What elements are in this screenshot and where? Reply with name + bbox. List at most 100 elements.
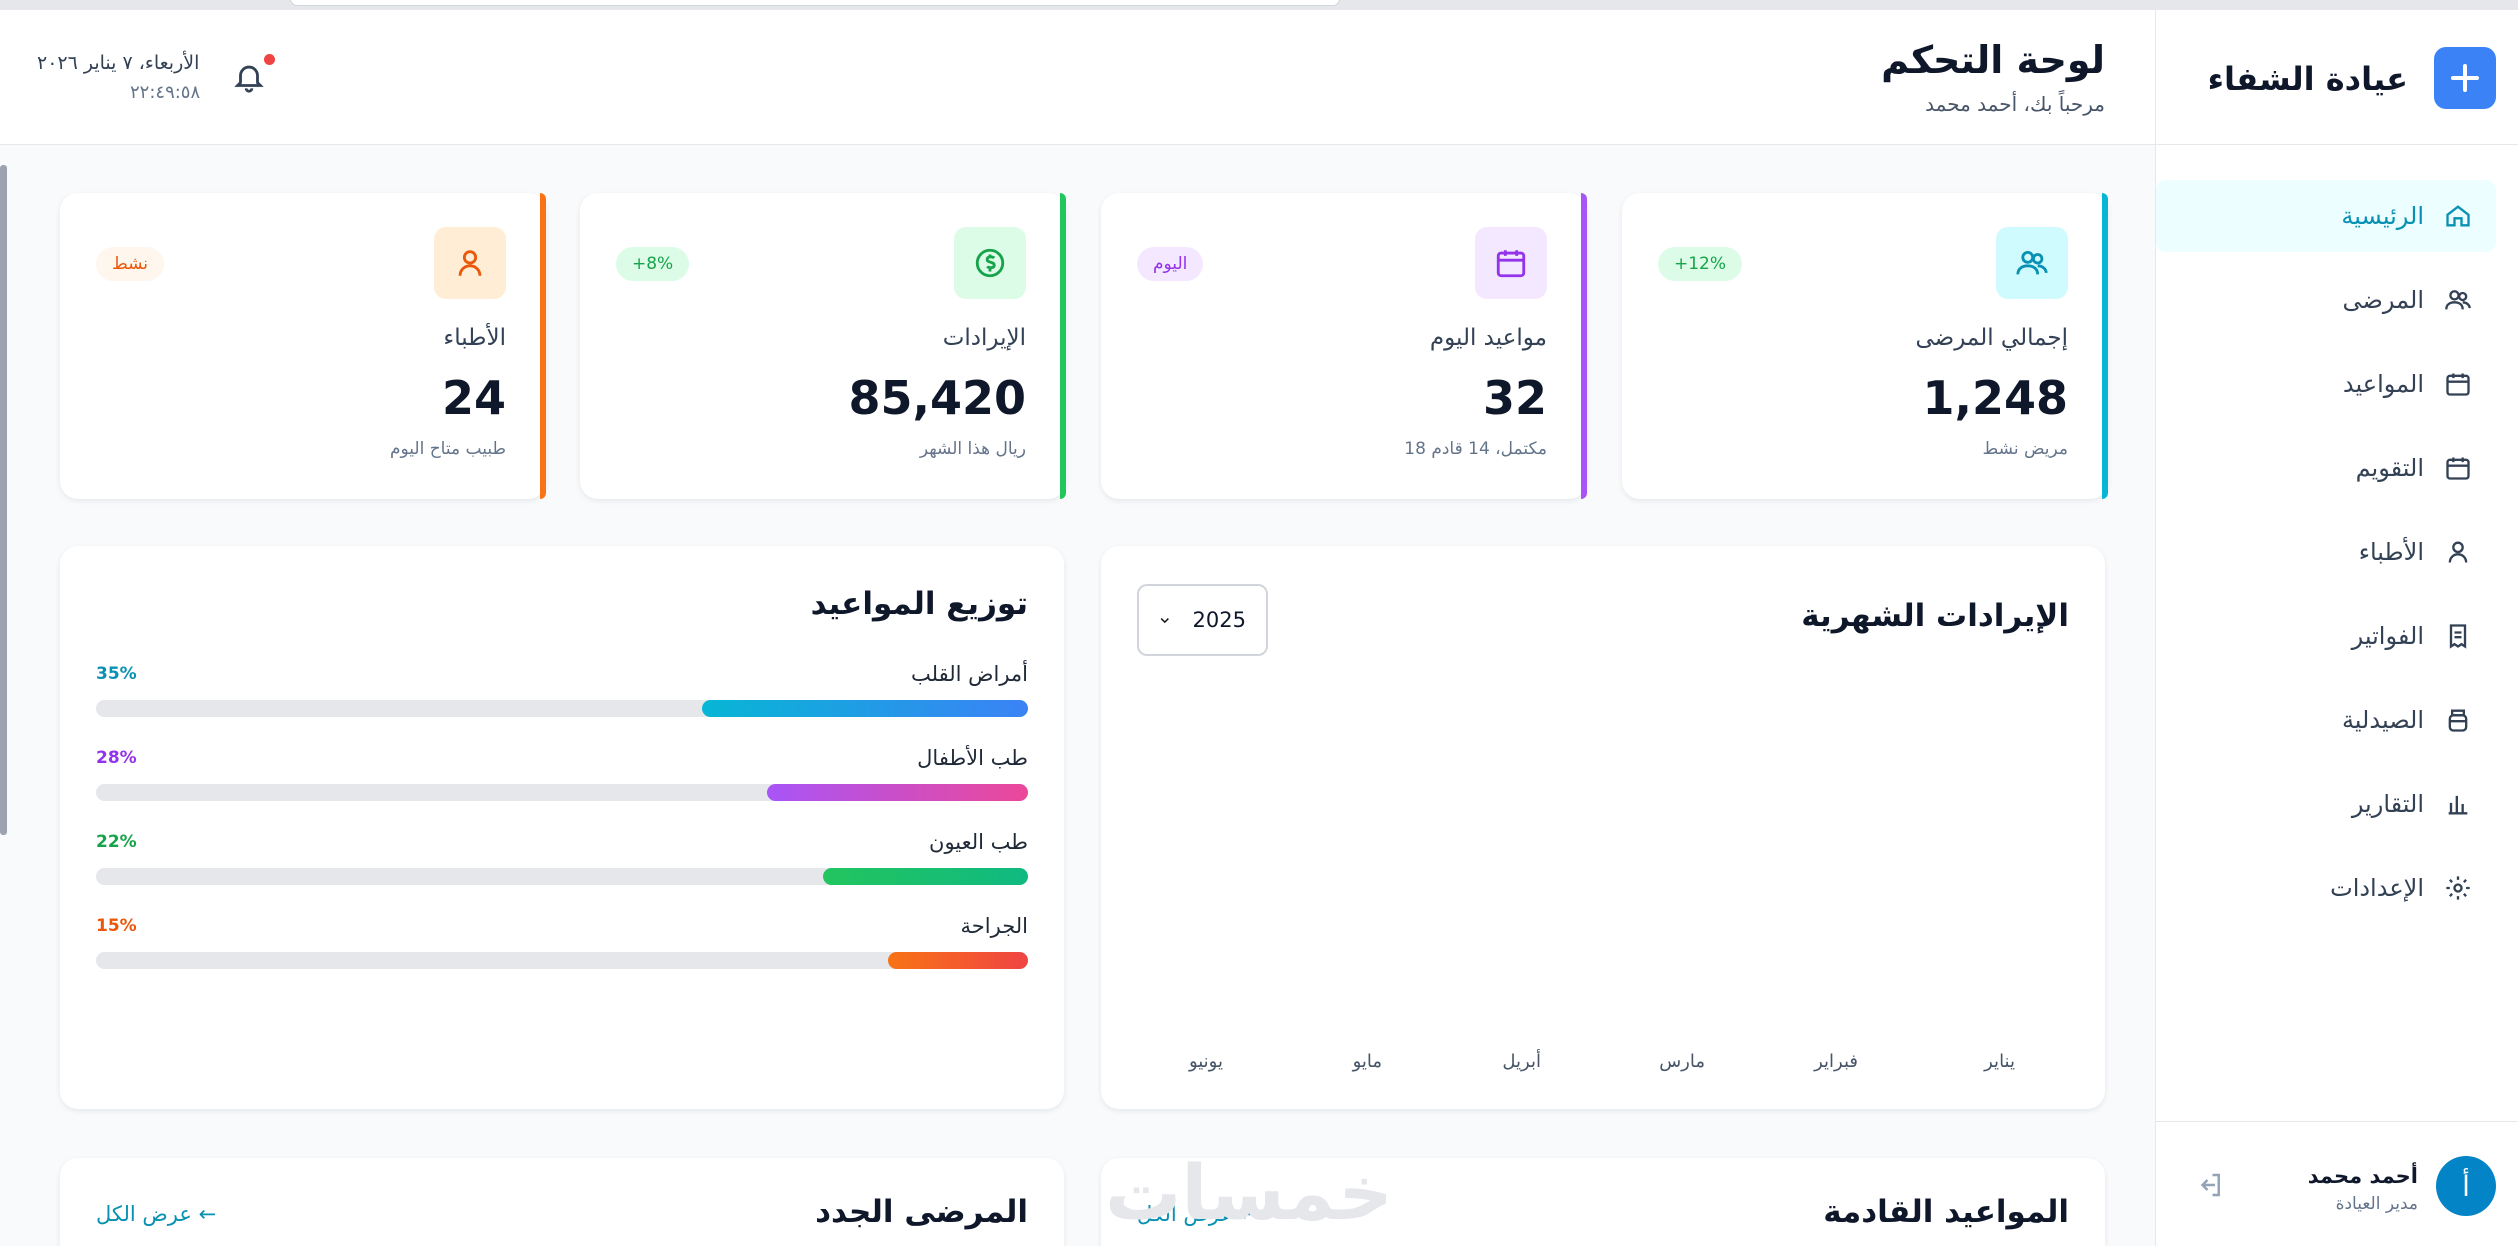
year-select-value: 2025 xyxy=(1192,608,1246,632)
stat-footnote: مريض نشط xyxy=(1982,439,2068,459)
progress-track xyxy=(96,952,1028,969)
status-badge: نشط xyxy=(96,247,165,281)
stat-value: 32 xyxy=(1482,371,1547,425)
page-subtitle: مرحباً بك، أحمد محمد xyxy=(1925,92,2105,116)
sidebar-item-settings[interactable]: الإعدادات xyxy=(2156,852,2496,924)
section-title: المرضى الجدد xyxy=(815,1194,1028,1230)
sidebar-item-doctors[interactable]: الأطباء xyxy=(2156,516,2496,588)
sidebar-item-label: الفواتير xyxy=(2351,622,2424,650)
status-badge: اليوم xyxy=(1137,247,1204,281)
progress-fill xyxy=(701,700,1028,717)
user-icon xyxy=(2448,541,2468,563)
user-icon xyxy=(434,227,506,299)
stat-label: الأطباء xyxy=(443,325,506,351)
users-icon xyxy=(2445,290,2471,310)
card-accent xyxy=(1060,193,1066,499)
sidebar-item-label: الإعدادات xyxy=(2330,874,2424,902)
stat-footnote: طبيب متاح اليوم xyxy=(389,439,506,459)
calendar-icon xyxy=(1475,227,1547,299)
sidebar-item-invoices[interactable]: الفواتير xyxy=(2156,600,2496,672)
stat-value: 1,248 xyxy=(1922,371,2068,425)
stat-card-appointments[interactable]: اليوم مواعيد اليوم 32 18 مكتمل، 14 قادم xyxy=(1101,193,1587,499)
stat-label: مواعيد اليوم xyxy=(1429,325,1547,351)
progress-track xyxy=(96,868,1028,885)
status-badge: +12% xyxy=(1658,247,1743,281)
month-label: أبريل xyxy=(1502,1051,1541,1072)
sidebar-item-label: التقويم xyxy=(2355,454,2424,482)
gear-icon xyxy=(2446,876,2470,900)
section-title: المواعيد القادمة xyxy=(1823,1194,2069,1230)
month-label: مارس xyxy=(1659,1051,1705,1072)
card-accent xyxy=(2102,193,2108,499)
specialty-name: أمراض القلب xyxy=(911,662,1028,686)
year-select[interactable]: 2025 xyxy=(1137,584,1268,656)
chevron-down-icon xyxy=(1160,618,1169,624)
stat-footnote: 18 مكتمل، 14 قادم xyxy=(1404,439,1547,459)
stat-card-patients[interactable]: +12% إجمالي المرضى 1,248 مريض نشط xyxy=(1622,193,2108,499)
stat-label: إجمالي المرضى xyxy=(1915,325,2069,351)
progress-track xyxy=(96,700,1028,717)
watermark: خمسات xyxy=(1105,1148,1393,1237)
month-label: يونيو xyxy=(1188,1051,1223,1072)
stat-card-revenue[interactable]: +8% الإيرادات 85,420 ريال هذا الشهر xyxy=(580,193,1066,499)
user-name: أحمد محمد xyxy=(2307,1164,2418,1188)
sidebar-item-label: المواعيد xyxy=(2342,370,2424,398)
users-icon xyxy=(1996,227,2068,299)
user-panel: أ أحمد محمد مدير العيادة xyxy=(2155,1121,2518,1246)
current-time: ٢٢:٤٩:٥٨ xyxy=(130,82,201,103)
stat-value: 85,420 xyxy=(848,371,1026,425)
sidebar-item-label: المرضى xyxy=(2342,286,2424,314)
month-label: يناير xyxy=(1984,1051,2015,1072)
current-date: الأربعاء، ٧ يناير ٢٠٢٦ xyxy=(37,52,200,74)
card-accent xyxy=(540,193,546,499)
month-label: فبراير xyxy=(1814,1051,1858,1072)
card-accent xyxy=(1581,193,1587,499)
month-label: مايو xyxy=(1352,1051,1382,1072)
scrollbar[interactable] xyxy=(0,165,7,835)
sidebar-item-label: الأطباء xyxy=(2358,538,2424,566)
home-icon xyxy=(2446,205,2470,227)
sidebar-item-home[interactable]: الرئيسية xyxy=(2156,180,2496,252)
view-all-link[interactable]: عرض الكل ← xyxy=(1137,1202,1258,1226)
avatar[interactable]: أ xyxy=(2436,1156,2496,1216)
upcoming-appointments-card: المواعيد القادمة عرض الكل ← xyxy=(1101,1158,2105,1246)
progress-fill xyxy=(888,952,1028,969)
calendar-icon xyxy=(2446,373,2470,396)
brand-name: عيادة الشفاء xyxy=(2207,60,2408,98)
stat-value: 24 xyxy=(441,371,506,425)
bell-icon[interactable] xyxy=(232,60,266,94)
stat-label: الإيرادات xyxy=(942,325,1026,351)
sidebar-item-pharmacy[interactable]: الصيدلية xyxy=(2156,684,2496,756)
specialty-name: طب العيون xyxy=(929,830,1028,854)
chart-icon xyxy=(2448,795,2468,815)
sidebar-item-appointments[interactable]: المواعيد xyxy=(2156,348,2496,420)
calendar-icon xyxy=(2446,457,2470,480)
specialty-percent: 28% xyxy=(96,748,137,768)
progress-track xyxy=(96,784,1028,801)
distribution-title: توزيع المواعيد xyxy=(810,586,1028,622)
brand: عيادة الشفاء xyxy=(2155,10,2518,145)
notification-dot xyxy=(264,54,275,65)
sidebar-item-calendar[interactable]: التقويم xyxy=(2156,432,2496,504)
chart-title: الإيرادات الشهرية xyxy=(1801,598,2069,634)
view-all-link[interactable]: عرض الكل ← xyxy=(96,1202,217,1226)
browser-strip xyxy=(0,0,2518,10)
user-role: مدير العيادة xyxy=(2335,1194,2418,1214)
distribution-card: توزيع المواعيد أمراض القلب 35% طب الأطفا… xyxy=(60,546,1064,1109)
stat-footnote: ريال هذا الشهر xyxy=(919,439,1026,459)
invoice-icon xyxy=(2449,624,2467,649)
specialty-name: الجراحة xyxy=(960,914,1028,938)
sidebar-item-reports[interactable]: التقارير xyxy=(2156,768,2496,840)
sidebar-nav: الرئيسية المرضى المواعيد التقويم الأطباء… xyxy=(2156,180,2496,936)
sidebar-item-patients[interactable]: المرضى xyxy=(2156,264,2496,336)
specialty-percent: 15% xyxy=(96,916,137,936)
address-bar[interactable] xyxy=(290,0,1340,6)
progress-fill xyxy=(822,868,1028,885)
specialty-percent: 22% xyxy=(96,832,137,852)
plus-icon[interactable] xyxy=(2434,47,2496,109)
new-patients-card: المرضى الجدد عرض الكل ← xyxy=(60,1158,1064,1246)
logout-icon[interactable] xyxy=(2195,1170,2225,1200)
sidebar-item-label: الرئيسية xyxy=(2341,202,2424,230)
stat-card-doctors[interactable]: نشط الأطباء 24 طبيب متاح اليوم xyxy=(60,193,546,499)
revenue-chart-card: الإيرادات الشهرية 2025 يناير فبراير مارس… xyxy=(1101,546,2105,1109)
